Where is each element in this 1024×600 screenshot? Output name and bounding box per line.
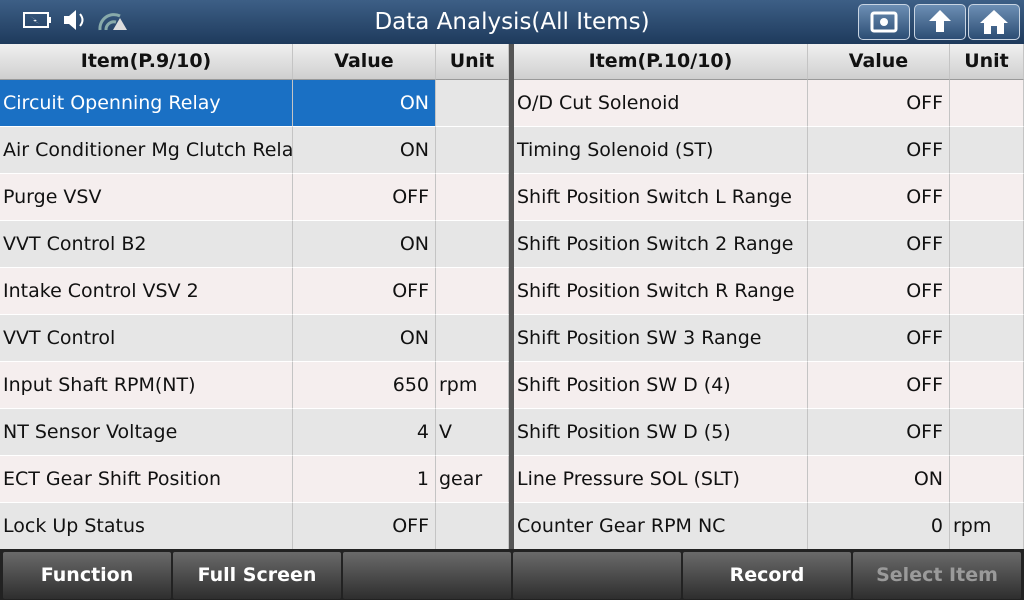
cell-item: VVT Control B2 — [0, 221, 293, 268]
cell-value: 4 — [293, 409, 436, 456]
cell-value: OFF — [808, 127, 950, 174]
column-header: Value — [808, 44, 950, 80]
cell-value: ON — [808, 456, 950, 503]
cell-unit — [950, 127, 1024, 174]
cell-unit — [436, 174, 509, 221]
column-header: Item(P.9/10) — [0, 44, 293, 80]
cell-unit: rpm — [950, 503, 1024, 550]
cell-unit — [950, 409, 1024, 456]
cell-item: Circuit Openning Relay — [0, 80, 293, 127]
cell-unit — [950, 362, 1024, 409]
table-divider — [509, 44, 514, 550]
cell-value: 650 — [293, 362, 436, 409]
cell-item: Input Shaft RPM(NT) — [0, 362, 293, 409]
home-button[interactable] — [968, 4, 1020, 40]
cell-value: OFF — [808, 315, 950, 362]
cell-unit: V — [436, 409, 509, 456]
cell-value: 1 — [293, 456, 436, 503]
column-header: Value — [293, 44, 436, 80]
title-bar: Data Analysis(All Items) — [0, 0, 1024, 44]
cell-unit — [950, 268, 1024, 315]
cell-item: Shift Position SW 3 Range — [514, 315, 808, 362]
cell-unit — [950, 221, 1024, 268]
cell-value: OFF — [808, 409, 950, 456]
cell-item: VVT Control — [0, 315, 293, 362]
cell-unit: rpm — [436, 362, 509, 409]
cell-value: OFF — [293, 503, 436, 550]
cell-value: OFF — [808, 80, 950, 127]
cell-item: Lock Up Status — [0, 503, 293, 550]
cell-item: Shift Position Switch L Range — [514, 174, 808, 221]
column-header: Unit — [950, 44, 1024, 80]
cell-item: O/D Cut Solenoid — [514, 80, 808, 127]
cell-unit — [950, 80, 1024, 127]
cell-item: Air Conditioner Mg Clutch Relay — [0, 127, 293, 174]
status-icons — [23, 10, 127, 31]
cell-unit — [436, 503, 509, 550]
full-screen-button[interactable]: Full Screen — [173, 552, 341, 599]
cell-item: Timing Solenoid (ST) — [514, 127, 808, 174]
cell-item: Purge VSV — [0, 174, 293, 221]
cell-value: OFF — [808, 362, 950, 409]
cell-item: Shift Position SW D (4) — [514, 362, 808, 409]
cell-item: ECT Gear Shift Position — [0, 456, 293, 503]
cell-unit: gear — [436, 456, 509, 503]
cell-unit — [436, 221, 509, 268]
cell-unit — [950, 456, 1024, 503]
empty-button — [513, 552, 681, 599]
footer-bar: Function Full Screen Record Select Item — [0, 549, 1024, 600]
cell-item: Line Pressure SOL (SLT) — [514, 456, 808, 503]
cell-value: ON — [293, 80, 436, 127]
cell-value: OFF — [293, 174, 436, 221]
screenshot-button[interactable] — [858, 4, 910, 40]
cell-value: 0 — [808, 503, 950, 550]
select-item-button: Select Item — [853, 552, 1021, 599]
empty-button — [343, 552, 511, 599]
cell-value: ON — [293, 221, 436, 268]
cell-value: ON — [293, 315, 436, 362]
cell-unit — [436, 315, 509, 362]
cell-value: OFF — [808, 174, 950, 221]
cell-unit — [950, 315, 1024, 362]
cell-value: OFF — [293, 268, 436, 315]
cell-value: ON — [293, 127, 436, 174]
cell-item: Shift Position Switch 2 Range — [514, 221, 808, 268]
screen-title: Data Analysis(All Items) — [374, 9, 650, 35]
column-header: Item(P.10/10) — [514, 44, 808, 80]
cell-unit — [436, 268, 509, 315]
cell-unit — [436, 127, 509, 174]
cell-item: Intake Control VSV 2 — [0, 268, 293, 315]
back-button[interactable] — [914, 4, 966, 40]
cell-value: OFF — [808, 268, 950, 315]
cell-unit — [950, 174, 1024, 221]
cell-value: OFF — [808, 221, 950, 268]
cell-unit — [436, 80, 509, 127]
cell-item: Shift Position SW D (5) — [514, 409, 808, 456]
cell-item: Counter Gear RPM NC — [514, 503, 808, 550]
cell-item: NT Sensor Voltage — [0, 409, 293, 456]
cell-item: Shift Position Switch R Range — [514, 268, 808, 315]
column-header: Unit — [436, 44, 509, 80]
function-button[interactable]: Function — [3, 552, 171, 599]
record-button[interactable]: Record — [683, 552, 851, 599]
